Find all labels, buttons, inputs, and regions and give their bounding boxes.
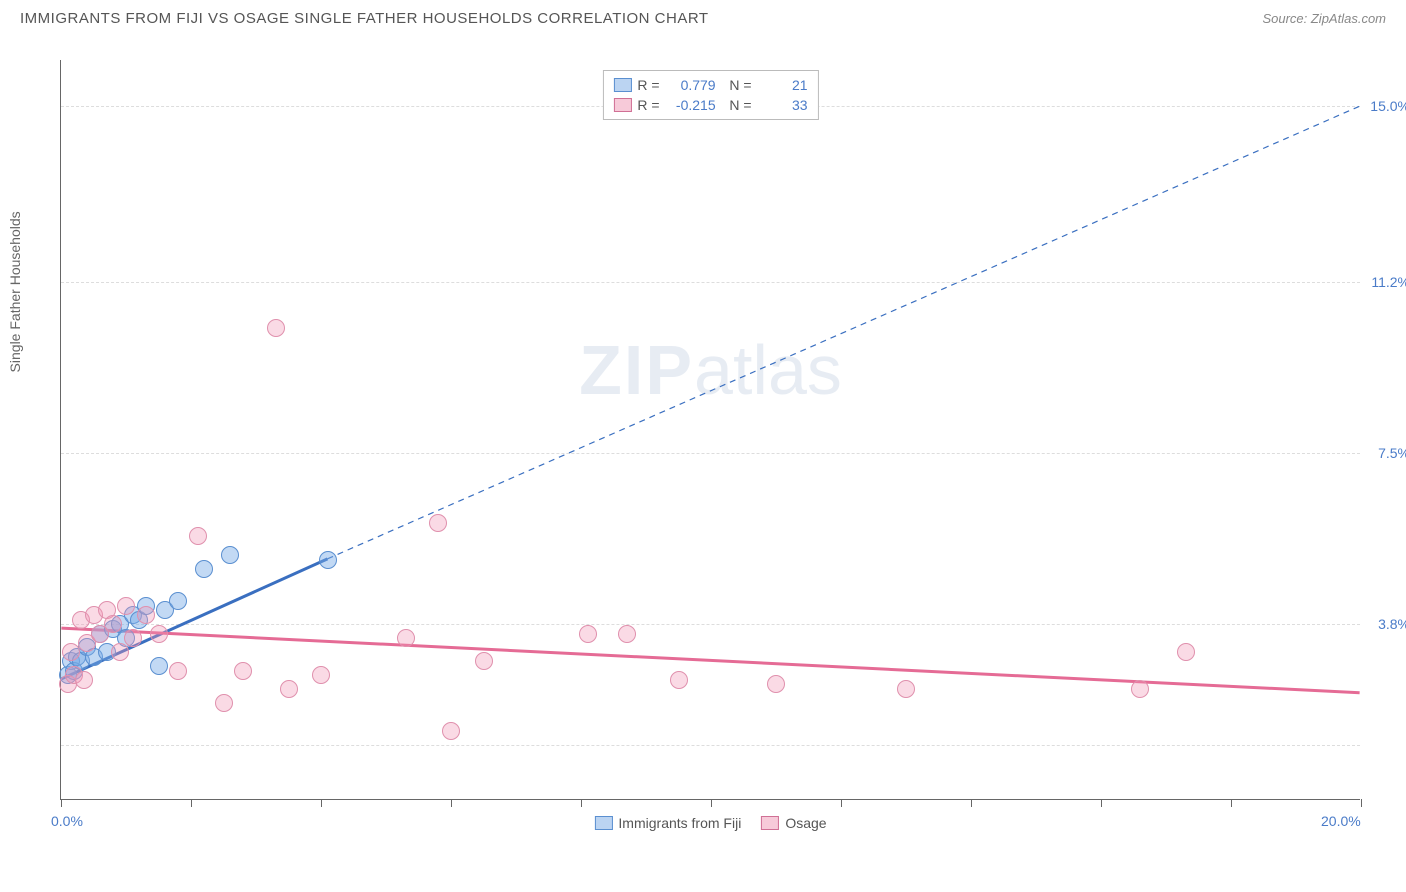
scatter-point — [221, 546, 239, 564]
scatter-point — [280, 680, 298, 698]
scatter-point — [137, 606, 155, 624]
scatter-point — [618, 625, 636, 643]
chart-title: IMMIGRANTS FROM FIJI VS OSAGE SINGLE FAT… — [20, 10, 709, 27]
scatter-point — [189, 527, 207, 545]
n-value-blue: 21 — [758, 77, 808, 93]
y-tick-label: 15.0% — [1370, 98, 1406, 114]
x-tick — [1101, 799, 1102, 807]
legend-label-pink: Osage — [785, 815, 826, 831]
scatter-point — [169, 662, 187, 680]
chart-area: Single Father Households ZIPatlas R = 0.… — [50, 50, 1380, 840]
scatter-point — [234, 662, 252, 680]
x-tick — [581, 799, 582, 807]
x-tick — [841, 799, 842, 807]
r-value-pink: -0.215 — [666, 97, 716, 113]
swatch-pink-icon — [613, 98, 631, 112]
scatter-point — [124, 629, 142, 647]
scatter-point — [75, 671, 93, 689]
stat-row-blue: R = 0.779 N = 21 — [613, 75, 807, 95]
scatter-point — [62, 643, 80, 661]
scatter-points-layer — [61, 60, 1360, 799]
scatter-point — [1177, 643, 1195, 661]
swatch-pink-icon — [761, 816, 779, 830]
correlation-stats-box: R = 0.779 N = 21 R = -0.215 N = 33 — [602, 70, 818, 120]
scatter-point — [670, 671, 688, 689]
scatter-point — [767, 675, 785, 693]
scatter-point — [397, 629, 415, 647]
x-tick-label: 0.0% — [51, 813, 83, 829]
scatter-point — [442, 722, 460, 740]
x-tick — [191, 799, 192, 807]
y-tick-label: 7.5% — [1378, 445, 1406, 461]
stat-row-pink: R = -0.215 N = 33 — [613, 95, 807, 115]
x-tick — [451, 799, 452, 807]
scatter-point — [169, 592, 187, 610]
x-tick — [971, 799, 972, 807]
x-tick — [1361, 799, 1362, 807]
source-label: Source: ZipAtlas.com — [1262, 11, 1386, 26]
scatter-point — [579, 625, 597, 643]
scatter-point — [150, 625, 168, 643]
legend-label-blue: Immigrants from Fiji — [618, 815, 741, 831]
scatter-point — [267, 319, 285, 337]
scatter-point — [1131, 680, 1149, 698]
scatter-point — [429, 514, 447, 532]
r-label: R = — [637, 97, 659, 113]
y-tick-label: 3.8% — [1378, 616, 1406, 632]
r-label: R = — [637, 77, 659, 93]
x-tick — [711, 799, 712, 807]
n-label: N = — [722, 97, 752, 113]
x-tick — [321, 799, 322, 807]
swatch-blue-icon — [594, 816, 612, 830]
y-tick-label: 11.2% — [1371, 274, 1406, 290]
scatter-point — [215, 694, 233, 712]
scatter-point — [312, 666, 330, 684]
scatter-point — [111, 643, 129, 661]
scatter-point — [475, 652, 493, 670]
x-tick-label: 20.0% — [1321, 813, 1361, 829]
scatter-point — [117, 597, 135, 615]
header: IMMIGRANTS FROM FIJI VS OSAGE SINGLE FAT… — [0, 0, 1406, 32]
x-tick — [61, 799, 62, 807]
scatter-point — [104, 615, 122, 633]
y-axis-label: Single Father Households — [7, 211, 23, 372]
legend-bottom: Immigrants from Fiji Osage — [594, 815, 826, 831]
n-value-pink: 33 — [758, 97, 808, 113]
scatter-point — [897, 680, 915, 698]
scatter-point — [150, 657, 168, 675]
scatter-point — [319, 551, 337, 569]
swatch-blue-icon — [613, 78, 631, 92]
legend-item-pink: Osage — [761, 815, 826, 831]
r-value-blue: 0.779 — [666, 77, 716, 93]
legend-item-blue: Immigrants from Fiji — [594, 815, 741, 831]
plot-region: ZIPatlas R = 0.779 N = 21 R = -0.215 N =… — [60, 60, 1360, 800]
x-tick — [1231, 799, 1232, 807]
n-label: N = — [722, 77, 752, 93]
scatter-point — [195, 560, 213, 578]
